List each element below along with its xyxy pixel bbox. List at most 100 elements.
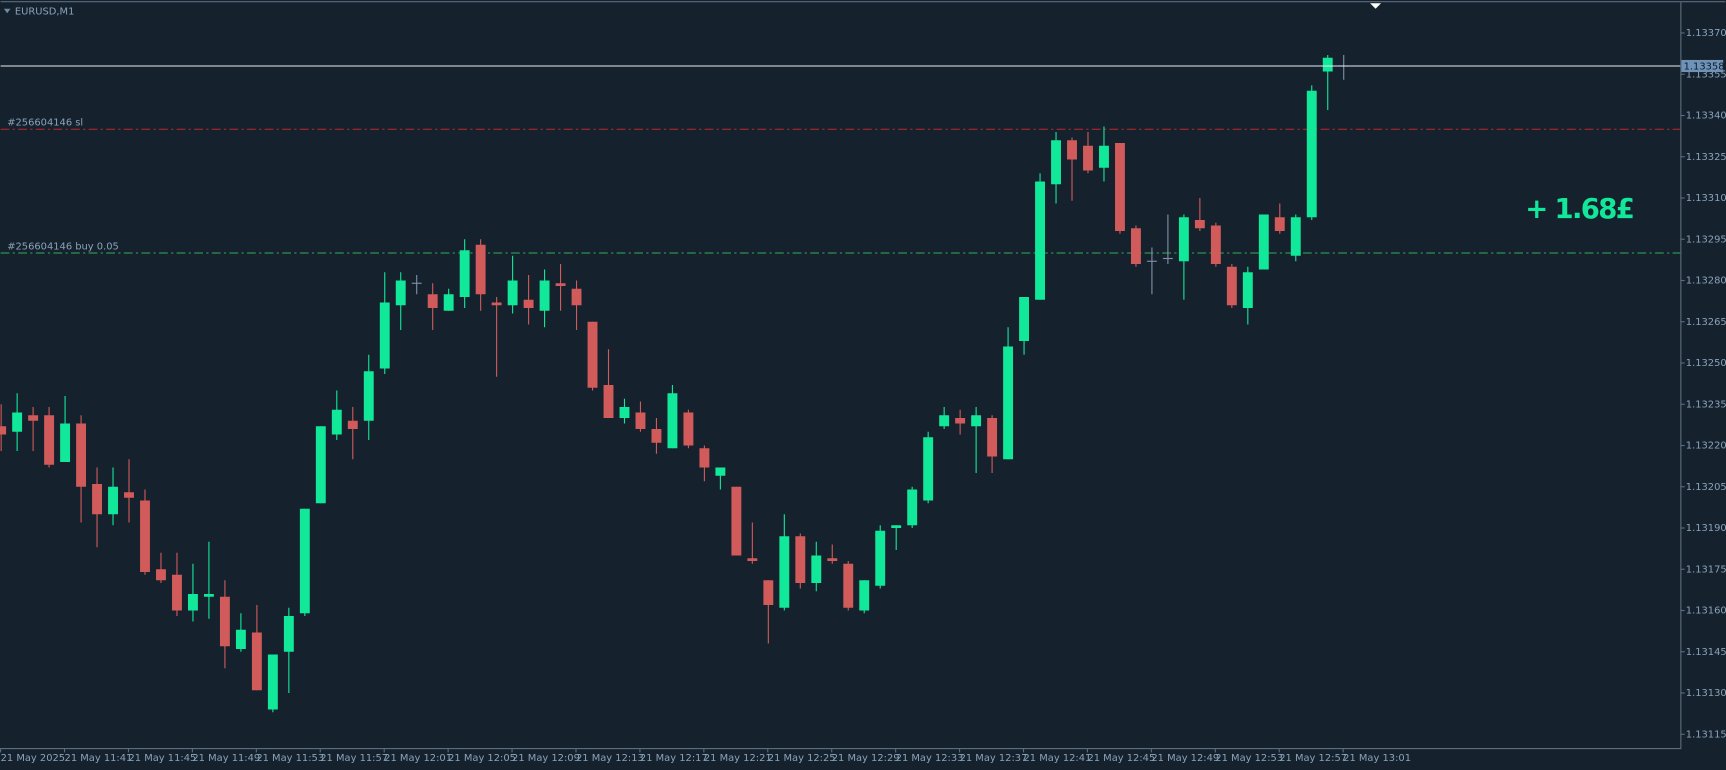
y-tick-label: 1.13355 — [1686, 69, 1726, 80]
y-tick-label: 1.13280 — [1686, 276, 1726, 287]
candle-body — [779, 536, 790, 608]
x-tick-label: 21 May 12:57 — [1279, 753, 1347, 764]
x-tick-label: 21 May 12:25 — [768, 753, 836, 764]
candle-body — [140, 500, 150, 572]
candle-body — [843, 563, 854, 608]
x-tick-label: 21 May 11:49 — [192, 753, 260, 764]
candle-body — [363, 371, 374, 421]
y-tick-label: 1.13205 — [1686, 482, 1726, 493]
y-tick-label: 1.13295 — [1686, 234, 1726, 245]
x-tick-label: 21 May 12:49 — [1151, 753, 1219, 764]
x-tick-label: 21 May 12:41 — [1024, 753, 1092, 764]
y-tick-label: 1.13325 — [1686, 152, 1726, 163]
candle-body — [923, 437, 934, 501]
candle-body — [1210, 225, 1221, 264]
candle-body — [395, 280, 406, 306]
candle-body — [1290, 217, 1301, 256]
candle-body — [731, 486, 742, 556]
candle-body — [1067, 140, 1077, 160]
candle-body — [299, 508, 310, 614]
candle-body — [651, 429, 662, 443]
candle-body — [60, 423, 71, 462]
candle-body — [1258, 214, 1269, 270]
candle-body — [1130, 228, 1141, 264]
x-tick-label: 21 May 11:53 — [256, 753, 324, 764]
candle-body — [907, 489, 918, 526]
candle-body — [267, 654, 278, 710]
x-tick-label: 21 May 12:05 — [448, 753, 516, 764]
candle-body — [235, 629, 246, 649]
x-tick-label: 21 May 11:41 — [65, 753, 133, 764]
candle-body — [379, 302, 390, 369]
plot: 1.13370 1.13355 1.13340 1.13325 1.13310 1.132… — [0, 28, 1726, 764]
candle-body — [795, 536, 806, 583]
y-tick-label: 1.13250 — [1686, 358, 1726, 369]
shift-marker — [1370, 3, 1382, 9]
candle-body — [715, 467, 726, 476]
candle-body — [875, 530, 886, 586]
y-tick-label: 1.13190 — [1686, 523, 1726, 534]
candle-body — [76, 423, 87, 487]
candle-body — [891, 525, 902, 528]
candle-body — [603, 385, 614, 418]
candle-body — [1194, 220, 1205, 229]
candle-body — [555, 283, 566, 286]
x-tick-label: 21 May 12:33 — [896, 753, 964, 764]
candle-body — [1051, 140, 1061, 185]
candle-body — [1003, 346, 1014, 460]
candle-body — [28, 415, 39, 421]
candle-body — [1226, 266, 1237, 306]
candle-body — [683, 412, 694, 446]
candle-body — [747, 558, 758, 561]
order-level-label: #256604146 buy 0.05 — [7, 241, 119, 252]
candle-body — [156, 569, 166, 581]
candle-body — [1083, 145, 1093, 171]
candle-body — [971, 415, 982, 427]
candle-body — [827, 558, 838, 561]
candle-body — [0, 426, 7, 435]
candle-body — [172, 574, 182, 611]
candle-body — [1306, 90, 1317, 218]
current-price-box — [1681, 59, 1724, 73]
x-tick-label: 21 May 12:21 — [704, 753, 772, 764]
candle-body — [219, 596, 230, 647]
x-tick-label: 21 May 11:45 — [128, 753, 196, 764]
x-tick-label: 21 May 12:13 — [576, 753, 644, 764]
y-tick-label: 1.13265 — [1686, 317, 1726, 328]
candle-body — [92, 484, 102, 515]
candle-body — [44, 415, 55, 465]
candle-body — [203, 594, 214, 597]
chart-title: EURUSD,M1 — [15, 7, 74, 18]
candle-body — [1274, 217, 1285, 231]
candle-body — [491, 302, 502, 306]
candle-body — [667, 393, 678, 449]
x-tick-label: 21 May 12:09 — [512, 753, 580, 764]
y-tick-label: 1.13175 — [1686, 564, 1726, 575]
candle-body — [459, 250, 470, 297]
candle-body — [1178, 217, 1189, 262]
candle-body — [523, 299, 534, 308]
y-tick-label: 1.13370 — [1686, 28, 1726, 39]
candle-body — [507, 280, 518, 306]
candle-body — [699, 448, 710, 468]
x-tick-label: 21 May 12:29 — [832, 753, 900, 764]
candle-body — [1242, 272, 1253, 308]
x-tick-label: 21 May 13:01 — [1343, 753, 1411, 764]
candle-body — [1019, 297, 1030, 341]
y-tick-label: 1.13340 — [1686, 111, 1726, 122]
candle-body — [1035, 181, 1045, 300]
candle-body — [1322, 57, 1333, 72]
candle-body — [187, 594, 198, 611]
x-tick-label: 21 May 11:57 — [320, 753, 388, 764]
candle-body — [427, 294, 438, 308]
candle-body — [939, 415, 950, 427]
candle-body — [124, 492, 134, 498]
y-tick-label: 1.13310 — [1686, 193, 1726, 204]
x-tick-label: 21 May 12:45 — [1087, 753, 1155, 764]
y-tick-label: 1.13220 — [1686, 440, 1726, 451]
candle-body — [315, 426, 326, 504]
current-price-label: 1.13358 — [1684, 62, 1725, 73]
candle-body — [108, 486, 118, 515]
